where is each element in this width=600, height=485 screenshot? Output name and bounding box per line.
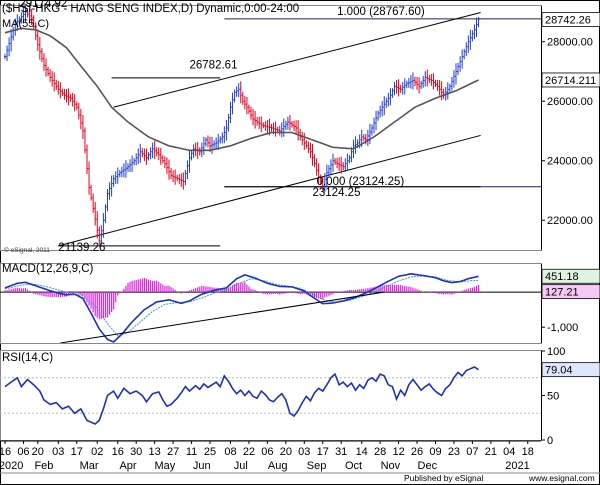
watermark: © eSignal, 2011 [4,246,50,254]
x-month-label: Jun [193,460,211,472]
macd-line [4,272,479,343]
price-tag-current: 28742.26 [545,15,591,27]
rsi-panel-title: RSI(14,C) [2,352,53,364]
annotation-2: 21139.26 [58,242,105,254]
x-tick-label: 03 [52,446,64,458]
annotation-3: 23124.25 [313,187,361,199]
x-tick-label: 31 [335,446,347,458]
x-tick-label: 20 [32,446,44,458]
x-month-label: Mar [80,460,99,472]
x-month-label: Aug [268,460,288,472]
x-tick-label: 20 [280,446,292,458]
x-tick-label: 03 [298,446,310,458]
x-tick-label: 02 [91,446,103,458]
x-tick-label: 21 [485,446,497,458]
x-tick-label: 22 [243,446,255,458]
x-month-label: Feb [34,460,53,472]
x-tick-label: 07 [466,446,478,458]
price-tag-ma-box [541,72,600,88]
x-month-label: Dec [418,460,438,472]
x-tick-label: 09 [429,446,441,458]
rsi-line [4,366,479,425]
x-tick-label: 14 [356,446,368,458]
x-tick-label: 13 [149,446,161,458]
price-tick-label: 26000.00 [547,96,593,108]
x-tick-label: 16 [0,446,11,458]
rsi-tick-label: 100 [547,346,565,358]
signal-tag: 127.21 [545,287,579,299]
x-tick-label: 27 [167,446,179,458]
x-tick-label: 23 [448,446,460,458]
footer-right: www.esignal.com [528,473,595,483]
price-tag-ma: 26714.211 [545,75,596,87]
x-tick-label: 08 [224,446,236,458]
x-tick-label: 28 [374,446,386,458]
x-month-label: Sep [307,460,327,472]
x-tick-label: 06 [17,446,29,458]
rsi-tick-label: 0 [547,435,553,447]
x-tick-label: 26 [411,446,423,458]
x-tick-label: 16 [112,446,124,458]
x-tick-label: 11 [186,446,197,458]
annotation-5: 0.000 (23124.25) [317,176,405,188]
macd-tag-box [541,268,600,284]
macd-panel-title: MACD(12,26,9,C) [2,263,94,275]
rsi-tick-label: 50 [547,391,559,403]
price-panel: 22000.00 24000.00 26000.00 28000.00 29174.92… [0,0,600,254]
macd-tag: 451.18 [545,271,579,283]
x-month-label: May [155,460,176,472]
x-tick-label: 25 [204,446,216,458]
annotation-4: 1.000 (28767.60) [337,6,425,18]
price-plot [4,6,541,247]
price-tick-label: 24000.00 [547,156,593,168]
x-tick-label: 30 [130,446,142,458]
x-axis: 16 06 20 03 17 02 16 30 13 27 11 25 08 22 06 20 03 17 31 14… [0,440,600,474]
price-tick-label: 28000.00 [547,37,593,49]
rsi-tag: 79.04 [545,365,573,377]
x-tick-label: 04 [503,446,515,458]
x-tick-label: 18 [522,446,534,458]
footer-left: Published by eSignal [404,473,484,483]
x-tick-label: 17 [317,446,329,458]
annotation-0: 29174.92 [19,0,67,10]
price-panel-title: ($HSI-HKG - HANG SENG INDEX,D) Dynamic,0… [2,3,299,15]
rsi-tag-box [541,362,600,378]
channel-line-0 [113,12,481,108]
x-month-label: Jul [234,460,248,472]
macd-trend-line [60,291,385,343]
ma-label: MA(55,C) [2,18,49,30]
x-month-label: Oct [345,460,362,472]
macd-panel: -1,000 451.18 127.21 [0,263,600,344]
x-month-label: 2020 [0,460,23,472]
x-tick-label: 12 [392,446,404,458]
signal-line [4,275,479,337]
rsi-panel: 100 50 0 79.04 [0,346,600,447]
signal-tag-box [541,284,600,300]
macd-plot [0,272,541,343]
x-month-label: 2021 [505,460,529,472]
ma-line [4,27,479,152]
x-month-label: Apr [119,460,136,472]
x-month-label: Nov [381,460,401,472]
price-tag-current-box [541,12,600,28]
rsi-plot [0,366,541,425]
x-tick-label: 06 [261,446,273,458]
price-tick-label: 22000.00 [547,215,593,227]
macd-tick-label: -1,000 [547,322,578,334]
x-tick-label: 17 [71,446,83,458]
annotation-1: 26782.61 [190,59,238,71]
channel-line-1 [58,134,481,247]
